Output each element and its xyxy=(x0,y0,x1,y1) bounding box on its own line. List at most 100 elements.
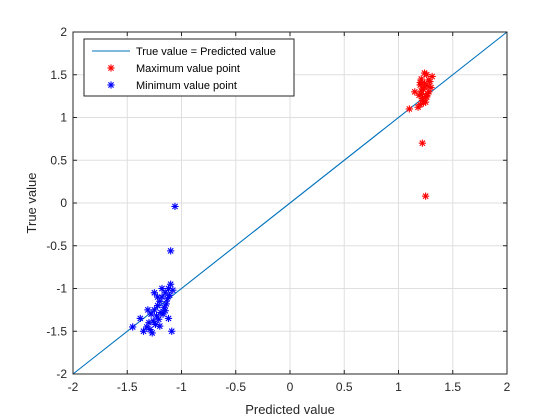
y-tick-label: 0 xyxy=(60,196,67,210)
legend-entry-label: True value = Predicted value xyxy=(136,46,276,58)
y-tick-label: 1.5 xyxy=(50,68,67,82)
legend-marker-swatch xyxy=(107,81,115,89)
maximum-point-marker xyxy=(423,93,431,101)
maximum-point-marker xyxy=(422,192,430,200)
minimum-point-marker xyxy=(168,327,176,335)
minimum-point-marker-stroke xyxy=(166,292,173,299)
minimum-point-marker-stroke xyxy=(147,326,154,333)
plot-frame xyxy=(72,31,508,375)
y-tick-label: -1 xyxy=(56,282,67,296)
minimum-point-marker-stroke xyxy=(167,281,174,288)
minimum-point-marker-stroke xyxy=(151,306,158,313)
legend-marker-swatch-stroke xyxy=(108,65,114,71)
y-tick-label: 1 xyxy=(60,111,67,125)
minimum-point-marker xyxy=(150,289,158,297)
y-tick-label: -1.5 xyxy=(46,324,67,338)
minimum-point-marker xyxy=(161,289,169,297)
minimum-point-marker xyxy=(164,314,173,323)
minimum-point-marker xyxy=(158,284,166,293)
minimum-point-marker-stroke xyxy=(140,328,147,335)
minimum-point-marker-stroke xyxy=(163,300,170,307)
maximum-point-marker xyxy=(405,105,413,113)
maximum-point-marker-stroke xyxy=(423,93,430,100)
legend-marker-swatch xyxy=(107,64,115,72)
minimum-point-marker xyxy=(136,314,144,323)
maximum-point-marker xyxy=(425,76,433,84)
minimum-point-marker xyxy=(156,322,164,330)
maximum-point-marker xyxy=(418,139,426,147)
minimum-point-marker-stroke xyxy=(154,294,161,301)
maximum-point-marker-stroke xyxy=(425,76,432,83)
minimum-point-marker xyxy=(150,306,158,314)
minimum-point-marker xyxy=(155,315,163,323)
minimum-point-marker xyxy=(167,247,175,255)
x-tick-label: 0.5 xyxy=(336,380,353,394)
maximum-point-marker-stroke xyxy=(417,79,424,86)
y-axis-label: True value xyxy=(24,173,39,234)
minimum-point-marker-stroke xyxy=(156,323,163,330)
minimum-point-marker-stroke xyxy=(137,315,144,322)
minimum-point-marker-stroke xyxy=(169,287,176,294)
x-tick-label: 1 xyxy=(395,380,402,394)
maximum-point-marker xyxy=(416,78,424,87)
maximum-point-marker-stroke xyxy=(422,193,429,200)
maximum-point-marker-stroke xyxy=(428,84,435,91)
y-tick-label: -2 xyxy=(56,367,67,381)
maximum-point-marker xyxy=(419,99,428,107)
minimum-point-marker-stroke xyxy=(162,307,169,314)
minimum-point-marker xyxy=(144,306,152,314)
minimum-point-marker-stroke xyxy=(165,315,172,322)
legend-entry-label: Maximum value point xyxy=(136,63,240,75)
minimum-point-marker xyxy=(161,307,169,315)
minimum-point-marker-stroke xyxy=(129,323,136,330)
maximum-point-marker xyxy=(411,88,419,96)
tick-labels: -2 -1.5 -1 -0.5 0 0.5 1 1.5 2 -2 -1.5 -1 -0.5 0 0.5 1 1.… xyxy=(46,25,510,394)
legend-entry-label: Minimum value point xyxy=(136,80,237,92)
reference-line-group xyxy=(72,31,508,375)
maximum-point-marker-stroke xyxy=(424,90,431,97)
minimum-point-marker-stroke xyxy=(152,321,159,328)
minimum-point-marker xyxy=(129,323,137,331)
x-tick-label: -0.5 xyxy=(225,380,246,394)
minimum-point-marker-stroke xyxy=(153,312,160,319)
minimum-point-marker-stroke xyxy=(158,294,165,301)
x-tick-label: 1.5 xyxy=(444,380,461,394)
x-tick-label: 0 xyxy=(287,380,294,394)
x-axis-label: Predicted value xyxy=(245,402,335,417)
minimum-point-marker-stroke xyxy=(155,316,162,323)
minimum-point-marker xyxy=(139,327,148,335)
minimum-point-marker-stroke xyxy=(151,289,158,296)
maximum-point-marker-stroke xyxy=(421,70,428,77)
x-tick-label: 2 xyxy=(504,380,511,394)
minimum-point-marker xyxy=(171,202,179,211)
x-tick-label: -1.5 xyxy=(117,380,138,394)
reference-line xyxy=(72,31,508,375)
minimum-point-marker-stroke xyxy=(172,203,178,210)
minimum-point-marker-stroke xyxy=(167,247,174,254)
legend-marker-swatch-stroke xyxy=(108,82,114,88)
maximum-point-marker-stroke xyxy=(420,99,427,106)
minimum-point-marker-stroke xyxy=(149,329,156,336)
minimum-point-marker-stroke xyxy=(158,285,165,292)
minimum-point-marker-stroke xyxy=(162,289,169,296)
x-tick-label: -1 xyxy=(176,380,187,394)
legend-box xyxy=(83,38,295,97)
minimum-point-marker xyxy=(165,291,174,299)
minimum-point-marker-stroke xyxy=(144,306,151,313)
maximum-point-marker xyxy=(424,82,432,90)
y-tick-label: 0.5 xyxy=(50,153,67,167)
minimum-point-marker-stroke xyxy=(168,328,175,335)
x-tick-label: -2 xyxy=(68,380,79,394)
maximum-point-marker-stroke xyxy=(411,88,418,95)
y-tick-label: -0.5 xyxy=(46,239,67,253)
minimum-point-marker xyxy=(148,329,156,337)
maximum-point-marker xyxy=(417,90,425,99)
maximum-point-marker-stroke xyxy=(418,76,425,83)
minimum-point-marker xyxy=(147,310,155,318)
maximum-point-marker-stroke xyxy=(419,140,426,147)
marker-group xyxy=(129,69,436,337)
minimum-point-marker-stroke xyxy=(148,311,155,318)
y-tick-label: 2 xyxy=(60,25,67,39)
maximum-point-marker xyxy=(420,69,429,77)
